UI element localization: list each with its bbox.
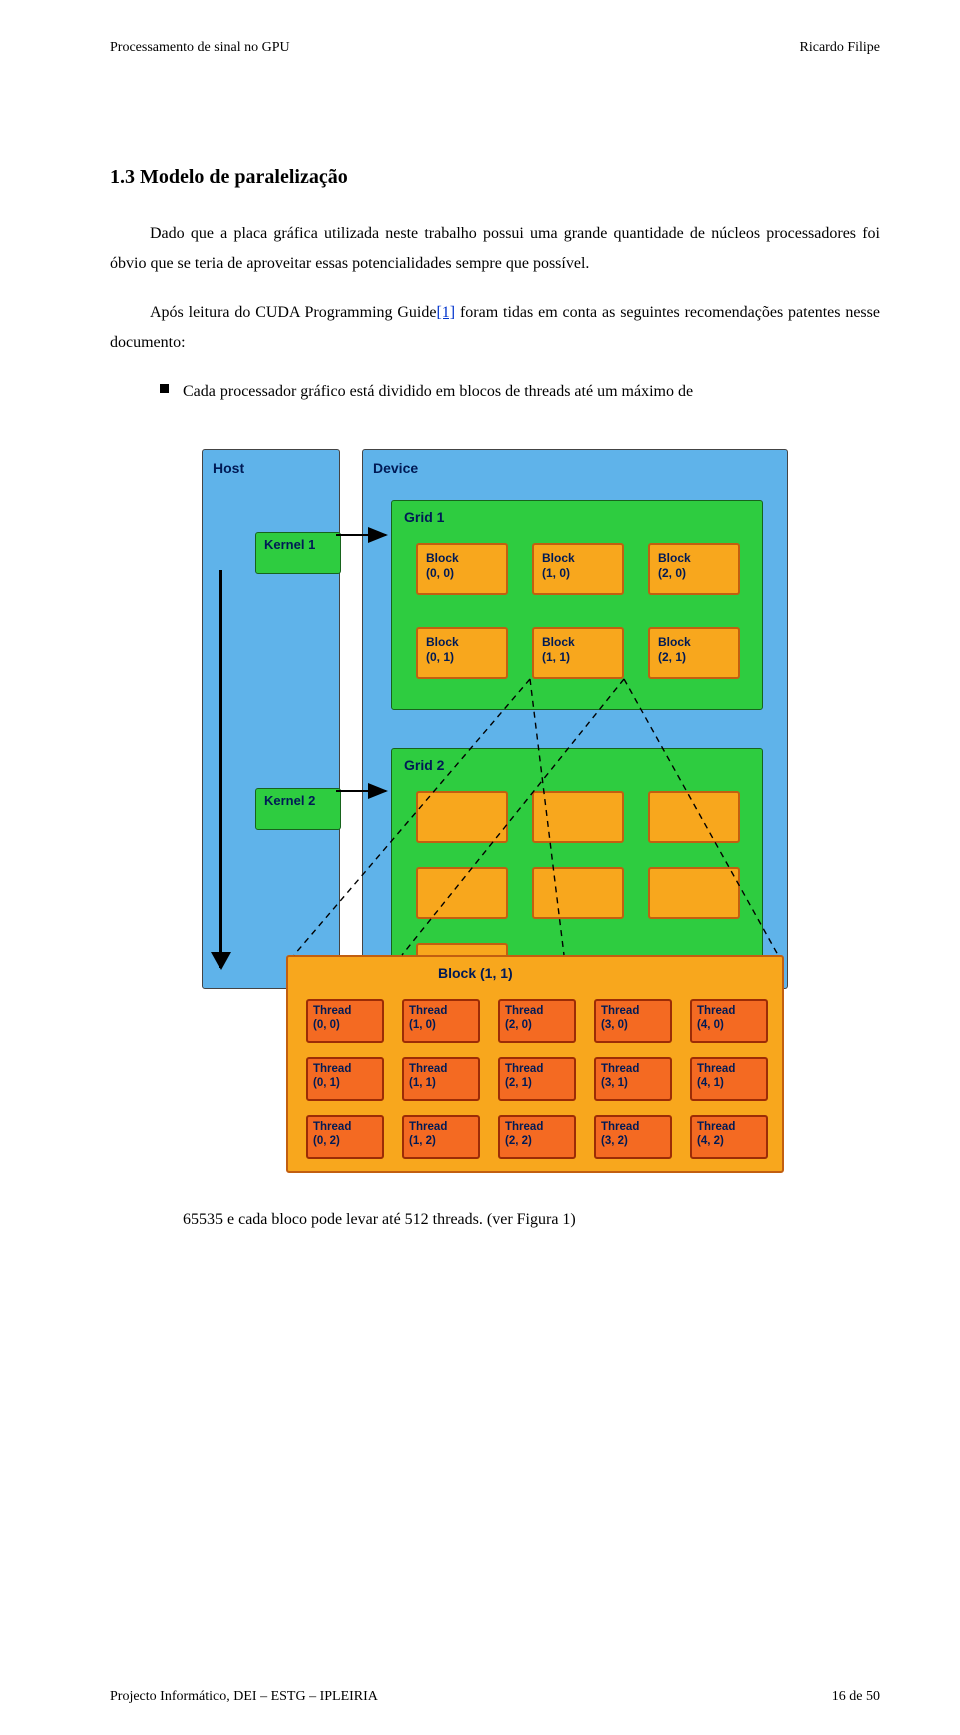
thread-cell: Thread(4, 1) (690, 1057, 768, 1101)
thread-cell: Thread(4, 2) (690, 1115, 768, 1159)
device-column: Device Grid 1 Block(0, 0) Block(1, 0) Bloc… (362, 449, 788, 989)
block-cell: Block(0, 1) (416, 627, 508, 679)
citation-link[interactable]: [1] (436, 304, 455, 321)
host-column: Host Kernel 1 Kernel 2 (202, 449, 340, 989)
page: Processamento de sinal no GPU Ricardo Fi… (0, 0, 960, 1735)
bullet-intro-text: Cada processador gráfico está dividido e… (183, 377, 880, 407)
grid-1-label: Grid 1 (404, 509, 444, 525)
thread-cell: Thread(3, 2) (594, 1115, 672, 1159)
header-right: Ricardo Filipe (800, 40, 881, 56)
thread-cell: Thread(4, 0) (690, 999, 768, 1043)
grid-1: Grid 1 Block(0, 0) Block(1, 0) Block(2, 0)… (391, 500, 763, 710)
footer-left: Projecto Informático, DEI – ESTG – IPLEI… (110, 1689, 378, 1705)
thread-cell: Thread(0, 1) (306, 1057, 384, 1101)
block-cell-empty (532, 867, 624, 919)
block-cell: Block(1, 0) (532, 543, 624, 595)
bullet-item: Cada processador gráfico está dividido e… (160, 377, 880, 407)
grid-2: Grid 2 (391, 748, 763, 970)
thread-cell: Thread(3, 0) (594, 999, 672, 1043)
thread-cell: Thread(2, 1) (498, 1057, 576, 1101)
block-cell: Block(1, 1) (532, 627, 624, 679)
block-detail: Block (1, 1) Thread(0, 0) Thread(1, 0) Thr… (286, 955, 784, 1173)
host-label: Host (203, 450, 339, 476)
thread-cell: Thread(2, 2) (498, 1115, 576, 1159)
thread-cell: Thread(0, 2) (306, 1115, 384, 1159)
block-cell: Block(2, 1) (648, 627, 740, 679)
section-heading: 1.3 Modelo de paralelização (110, 166, 880, 189)
paragraph-2: Após leitura do CUDA Programming Guide[1… (110, 298, 880, 359)
block-detail-label: Block (1, 1) (438, 965, 513, 981)
block-cell: Block(2, 0) (648, 543, 740, 595)
kernel-2: Kernel 2 (255, 788, 341, 830)
bullet-item-cont: 65535 e cada bloco pode levar até 512 th… (160, 1205, 880, 1235)
kernel-1: Kernel 1 (255, 532, 341, 574)
device-label: Device (363, 450, 787, 476)
header-left: Processamento de sinal no GPU (110, 40, 290, 56)
footer-right: 16 de 50 (832, 1689, 880, 1705)
block-cell-empty (416, 867, 508, 919)
figure-1: Host Kernel 1 Kernel 2 Device Grid 1 Blo… (110, 433, 880, 1185)
bullet-after-fig: 65535 e cada bloco pode levar até 512 th… (183, 1205, 880, 1235)
grid-2-label: Grid 2 (404, 757, 444, 773)
block-cell: Block(0, 0) (416, 543, 508, 595)
block-cell-empty (532, 791, 624, 843)
p2-before: Após leitura do CUDA Programming Guide (150, 304, 436, 321)
thread-cell: Thread(1, 0) (402, 999, 480, 1043)
block-cell-empty (416, 791, 508, 843)
page-footer: Projecto Informático, DEI – ESTG – IPLEI… (110, 1689, 880, 1705)
block-cell-empty (648, 867, 740, 919)
timeline-arrow-icon (219, 570, 222, 968)
running-header: Processamento de sinal no GPU Ricardo Fi… (110, 40, 880, 56)
block-cell-empty (648, 791, 740, 843)
thread-cell: Thread(2, 0) (498, 999, 576, 1043)
cuda-diagram: Host Kernel 1 Kernel 2 Device Grid 1 Blo… (188, 433, 802, 1185)
paragraph-1: Dado que a placa gráfica utilizada neste… (110, 219, 880, 280)
thread-cell: Thread(0, 0) (306, 999, 384, 1043)
thread-cell: Thread(1, 1) (402, 1057, 480, 1101)
bullet-marker-icon (160, 384, 169, 393)
thread-cell: Thread(1, 2) (402, 1115, 480, 1159)
thread-cell: Thread(3, 1) (594, 1057, 672, 1101)
